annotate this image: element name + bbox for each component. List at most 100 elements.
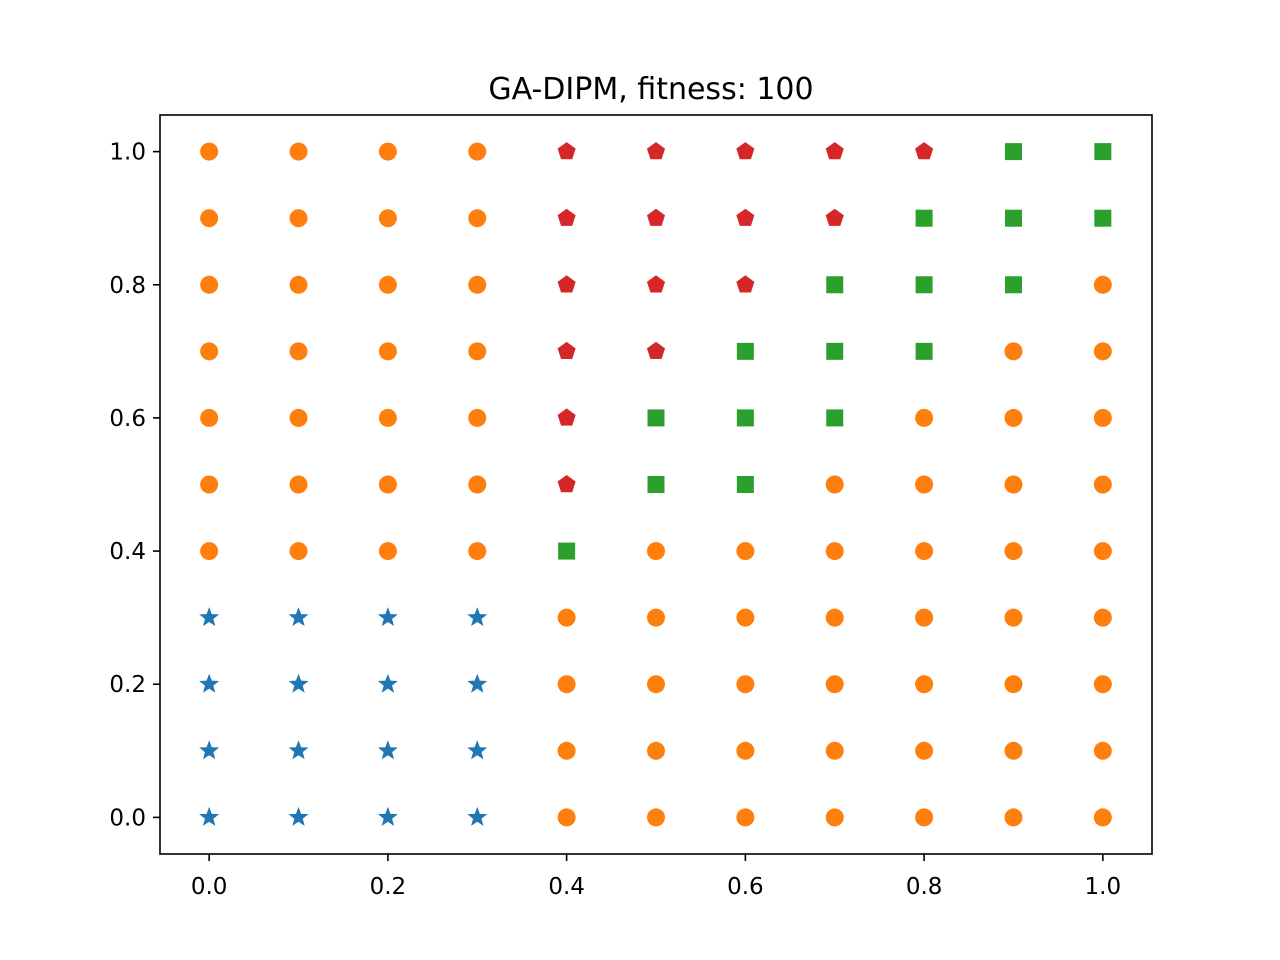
circle-marker: [289, 542, 308, 561]
circle-marker: [1093, 408, 1112, 427]
circle-marker: [1093, 808, 1112, 827]
square-marker: [826, 342, 844, 360]
circle-marker: [1004, 608, 1023, 627]
circle-marker: [736, 741, 755, 760]
x-tick-label: 1.0: [1085, 874, 1122, 900]
pentagon-marker: [825, 208, 844, 226]
circle-marker: [378, 209, 397, 228]
plot-frame: [159, 114, 1153, 855]
circle-marker: [468, 209, 487, 228]
square-marker: [915, 276, 933, 294]
circle-marker: [1004, 741, 1023, 760]
circle-marker: [1093, 275, 1112, 294]
pentagon-marker: [915, 142, 934, 160]
y-tick-label: 0.4: [109, 539, 146, 565]
circle-marker: [736, 675, 755, 694]
y-tick-label: 0.8: [109, 273, 146, 299]
circle-marker: [1004, 808, 1023, 827]
circle-marker: [1093, 475, 1112, 494]
circle-marker: [468, 342, 487, 361]
square-marker: [558, 542, 576, 560]
circle-marker: [647, 741, 665, 760]
star-marker: [288, 673, 309, 693]
pentagon-marker: [736, 275, 755, 293]
square-marker: [736, 409, 754, 427]
star-marker: [377, 607, 398, 627]
circle-marker: [825, 475, 844, 494]
circle-marker: [289, 342, 308, 361]
star-marker: [199, 673, 220, 693]
square-marker: [826, 276, 844, 294]
pentagon-marker: [557, 208, 576, 226]
circle-marker: [557, 675, 576, 694]
circle-marker: [825, 542, 844, 561]
circle-marker: [915, 675, 934, 694]
pentagon-marker: [557, 142, 576, 160]
circle-marker: [378, 542, 397, 561]
circle-marker: [468, 142, 487, 161]
circle-marker: [736, 608, 755, 627]
circle-marker: [1004, 675, 1023, 694]
square-marker: [915, 209, 933, 227]
star-marker: [199, 607, 220, 627]
square-marker: [1004, 276, 1022, 294]
star-marker: [199, 740, 220, 760]
circle-marker: [1004, 475, 1023, 494]
circle-marker: [647, 675, 665, 694]
chart-title: GA-DIPM, fitness: 100: [488, 72, 813, 107]
pentagon-marker: [736, 142, 755, 160]
star-marker: [467, 740, 488, 760]
x-tick-label: 0.2: [370, 874, 407, 900]
pentagon-marker: [557, 341, 576, 360]
circle-marker: [915, 808, 934, 827]
pentagon-marker: [557, 475, 576, 493]
circle-marker: [915, 475, 934, 494]
y-tick-label: 0.6: [109, 406, 146, 432]
pentagon-marker: [646, 341, 666, 360]
circle-marker: [557, 808, 576, 827]
x-tick-label: 0.8: [906, 874, 943, 900]
star-marker: [288, 806, 309, 826]
circle-marker: [736, 808, 755, 827]
circle-marker: [200, 275, 219, 294]
circle-marker: [378, 342, 397, 361]
pentagon-marker: [825, 142, 844, 160]
square-marker: [736, 342, 754, 360]
square-marker: [647, 476, 665, 493]
circle-marker: [1093, 342, 1112, 361]
square-marker: [647, 409, 665, 427]
circle-marker: [378, 275, 397, 294]
star-marker: [377, 673, 398, 693]
star-marker: [467, 806, 488, 826]
circle-marker: [647, 542, 665, 561]
circle-marker: [825, 675, 844, 694]
circle-marker: [289, 142, 308, 161]
x-tick-label: 0.0: [191, 874, 228, 900]
circle-marker: [468, 542, 487, 561]
star-marker: [288, 740, 309, 760]
circle-marker: [378, 142, 397, 161]
circle-marker: [557, 741, 576, 760]
circle-marker: [736, 542, 755, 561]
circle-marker: [647, 608, 665, 627]
star-marker: [377, 740, 398, 760]
y-tick-label: 1.0: [109, 140, 146, 166]
circle-marker: [825, 741, 844, 760]
circle-marker: [289, 408, 308, 427]
circle-marker: [915, 408, 934, 427]
square-marker: [1094, 209, 1112, 227]
circle-marker: [378, 408, 397, 427]
y-tick-label: 0.0: [109, 805, 146, 831]
star-marker: [377, 806, 398, 826]
circle-marker: [1004, 408, 1023, 427]
circle-marker: [647, 808, 665, 827]
circle-marker: [1093, 741, 1112, 760]
star-marker: [467, 607, 488, 627]
circle-marker: [200, 408, 219, 427]
square-marker: [915, 342, 933, 360]
pentagon-marker: [557, 275, 576, 293]
circle-marker: [915, 542, 934, 561]
circle-marker: [557, 608, 576, 627]
